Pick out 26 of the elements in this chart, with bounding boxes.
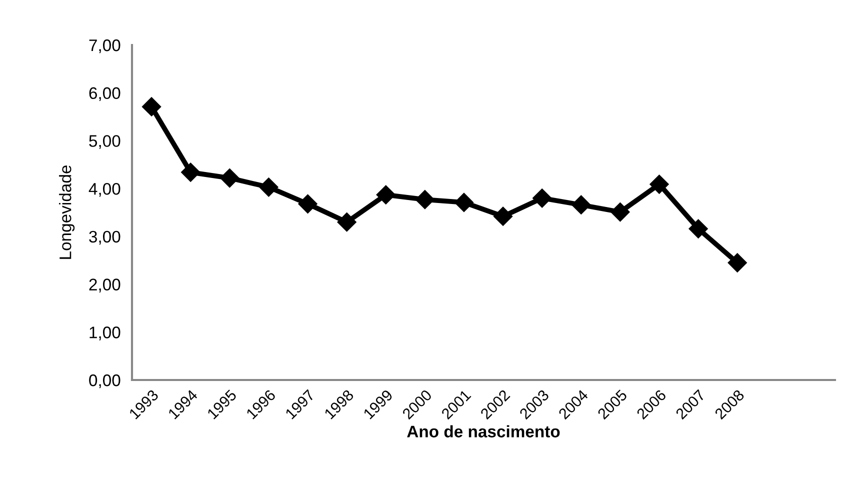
y-tick-label: 0,00 bbox=[89, 374, 120, 388]
y-tick-label: 5,00 bbox=[89, 135, 120, 149]
point bbox=[220, 168, 240, 188]
point bbox=[298, 194, 318, 214]
point bbox=[259, 178, 278, 197]
point bbox=[572, 195, 591, 214]
point bbox=[142, 97, 162, 116]
x-axis-title: Ano de nascimento bbox=[407, 425, 560, 438]
point bbox=[650, 174, 669, 194]
point bbox=[493, 206, 513, 226]
point bbox=[415, 190, 434, 210]
y-tick-label: 1,00 bbox=[90, 326, 120, 340]
point bbox=[532, 188, 552, 208]
y-tick-label: 7,00 bbox=[89, 39, 120, 54]
y-tick-label: 4,00 bbox=[88, 182, 120, 197]
point bbox=[337, 212, 356, 232]
point bbox=[181, 162, 200, 182]
point bbox=[454, 192, 474, 212]
y-tick-label: 3,00 bbox=[89, 230, 120, 245]
y-tick-label: 2,00 bbox=[89, 278, 120, 292]
point bbox=[728, 253, 747, 272]
y-tick-label: 6,00 bbox=[89, 87, 120, 102]
point bbox=[610, 202, 630, 222]
y-axis-title: Longevidade bbox=[59, 166, 75, 259]
point bbox=[688, 219, 708, 238]
point bbox=[376, 185, 396, 204]
